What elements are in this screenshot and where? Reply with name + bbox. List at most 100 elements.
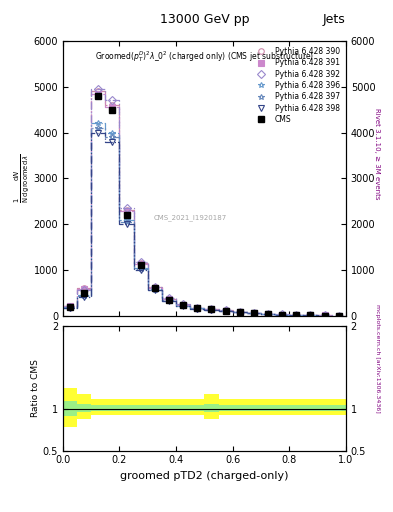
Pythia 6.428 397 bbox=[209, 307, 214, 313]
Pythia 6.428 397 bbox=[237, 309, 242, 315]
Pythia 6.428 392 bbox=[223, 307, 228, 313]
Pythia 6.428 390 bbox=[124, 207, 129, 214]
Pythia 6.428 397 bbox=[96, 125, 101, 131]
Pythia 6.428 398 bbox=[110, 139, 115, 145]
Pythia 6.428 392 bbox=[209, 306, 214, 312]
Line: Pythia 6.428 391: Pythia 6.428 391 bbox=[67, 91, 342, 318]
Pythia 6.428 391 bbox=[138, 261, 143, 267]
Pythia 6.428 392 bbox=[266, 311, 270, 317]
Pythia 6.428 390 bbox=[237, 309, 242, 315]
Text: 13000 GeV pp: 13000 GeV pp bbox=[160, 13, 249, 26]
Pythia 6.428 397 bbox=[82, 293, 86, 299]
Pythia 6.428 391 bbox=[209, 306, 214, 312]
Pythia 6.428 397 bbox=[294, 312, 299, 318]
Line: Pythia 6.428 397: Pythia 6.428 397 bbox=[67, 125, 342, 318]
Pythia 6.428 390 bbox=[181, 302, 185, 308]
Pythia 6.428 390 bbox=[110, 102, 115, 108]
Pythia 6.428 390 bbox=[336, 312, 341, 318]
Pythia 6.428 397 bbox=[336, 312, 341, 318]
Pythia 6.428 392 bbox=[294, 312, 299, 318]
Pythia 6.428 390 bbox=[96, 88, 101, 94]
Pythia 6.428 391 bbox=[252, 310, 256, 316]
Pythia 6.428 391 bbox=[124, 208, 129, 215]
Pythia 6.428 397 bbox=[322, 312, 327, 318]
Pythia 6.428 398 bbox=[195, 306, 200, 312]
Pythia 6.428 390 bbox=[322, 312, 327, 318]
Pythia 6.428 391 bbox=[308, 312, 313, 318]
Pythia 6.428 397 bbox=[266, 311, 270, 317]
Pythia 6.428 396 bbox=[252, 310, 256, 316]
Pythia 6.428 396 bbox=[294, 312, 299, 318]
Pythia 6.428 392 bbox=[322, 312, 327, 318]
Pythia 6.428 392 bbox=[252, 310, 256, 316]
Pythia 6.428 397 bbox=[152, 287, 157, 293]
Pythia 6.428 396 bbox=[138, 265, 143, 271]
Pythia 6.428 398 bbox=[138, 267, 143, 273]
Pythia 6.428 391 bbox=[294, 312, 299, 318]
Pythia 6.428 398 bbox=[82, 294, 86, 301]
Text: Jets: Jets bbox=[323, 13, 346, 26]
Pythia 6.428 396 bbox=[237, 309, 242, 315]
Pythia 6.428 390 bbox=[68, 303, 72, 309]
Pythia 6.428 396 bbox=[308, 312, 313, 318]
Pythia 6.428 392 bbox=[96, 86, 101, 92]
Pythia 6.428 398 bbox=[96, 130, 101, 136]
Pythia 6.428 398 bbox=[294, 312, 299, 318]
Text: CMS_2021_I1920187: CMS_2021_I1920187 bbox=[154, 215, 227, 221]
Pythia 6.428 396 bbox=[152, 286, 157, 292]
Pythia 6.428 390 bbox=[223, 307, 228, 313]
Pythia 6.428 391 bbox=[167, 296, 171, 302]
Pythia 6.428 397 bbox=[110, 134, 115, 140]
Pythia 6.428 391 bbox=[68, 303, 72, 309]
Pythia 6.428 396 bbox=[280, 312, 285, 318]
Pythia 6.428 390 bbox=[209, 306, 214, 312]
Pythia 6.428 390 bbox=[138, 260, 143, 266]
Line: Pythia 6.428 396: Pythia 6.428 396 bbox=[67, 121, 342, 318]
Pythia 6.428 398 bbox=[152, 287, 157, 293]
Pythia 6.428 392 bbox=[280, 311, 285, 317]
Pythia 6.428 390 bbox=[152, 284, 157, 290]
Pythia 6.428 392 bbox=[308, 312, 313, 318]
Pythia 6.428 398 bbox=[124, 221, 129, 227]
Pythia 6.428 390 bbox=[308, 312, 313, 318]
Pythia 6.428 390 bbox=[82, 285, 86, 291]
Pythia 6.428 392 bbox=[110, 97, 115, 103]
Text: Rivet 3.1.10, ≥ 3M events: Rivet 3.1.10, ≥ 3M events bbox=[374, 108, 380, 199]
Pythia 6.428 398 bbox=[280, 312, 285, 318]
Y-axis label: $\frac{1}{\mathrm{N}}\frac{\mathrm{d}N}{\mathrm{d}\,\mathrm{groomed}\,\lambda}$: $\frac{1}{\mathrm{N}}\frac{\mathrm{d}N}{… bbox=[12, 154, 31, 203]
Text: mcplots.cern.ch [arXiv:1306.3436]: mcplots.cern.ch [arXiv:1306.3436] bbox=[375, 304, 380, 413]
Y-axis label: Ratio to CMS: Ratio to CMS bbox=[31, 359, 40, 417]
Pythia 6.428 396 bbox=[322, 312, 327, 318]
Pythia 6.428 390 bbox=[280, 311, 285, 317]
Pythia 6.428 391 bbox=[82, 286, 86, 292]
Pythia 6.428 396 bbox=[195, 305, 200, 311]
Pythia 6.428 392 bbox=[336, 312, 341, 318]
Pythia 6.428 396 bbox=[209, 307, 214, 313]
Pythia 6.428 390 bbox=[195, 305, 200, 311]
Pythia 6.428 396 bbox=[96, 120, 101, 126]
Pythia 6.428 397 bbox=[280, 312, 285, 318]
Legend: Pythia 6.428 390, Pythia 6.428 391, Pythia 6.428 392, Pythia 6.428 396, Pythia 6: Pythia 6.428 390, Pythia 6.428 391, Pyth… bbox=[250, 45, 342, 126]
Pythia 6.428 392 bbox=[167, 295, 171, 302]
Pythia 6.428 396 bbox=[68, 304, 72, 310]
Pythia 6.428 397 bbox=[223, 308, 228, 314]
Pythia 6.428 392 bbox=[152, 284, 157, 290]
Pythia 6.428 397 bbox=[124, 219, 129, 225]
Pythia 6.428 391 bbox=[280, 311, 285, 317]
Pythia 6.428 396 bbox=[82, 292, 86, 298]
Pythia 6.428 391 bbox=[266, 311, 270, 317]
Pythia 6.428 390 bbox=[167, 295, 171, 302]
Pythia 6.428 391 bbox=[96, 91, 101, 97]
Pythia 6.428 396 bbox=[167, 297, 171, 303]
Pythia 6.428 398 bbox=[252, 310, 256, 316]
Pythia 6.428 392 bbox=[82, 287, 86, 293]
Pythia 6.428 397 bbox=[181, 303, 185, 309]
Pythia 6.428 391 bbox=[237, 309, 242, 315]
Pythia 6.428 392 bbox=[138, 259, 143, 265]
Pythia 6.428 397 bbox=[252, 310, 256, 316]
Pythia 6.428 392 bbox=[237, 309, 242, 315]
Pythia 6.428 397 bbox=[138, 265, 143, 271]
X-axis label: groomed pTD2 (charged-only): groomed pTD2 (charged-only) bbox=[120, 471, 288, 481]
Pythia 6.428 391 bbox=[322, 312, 327, 318]
Pythia 6.428 390 bbox=[294, 312, 299, 318]
